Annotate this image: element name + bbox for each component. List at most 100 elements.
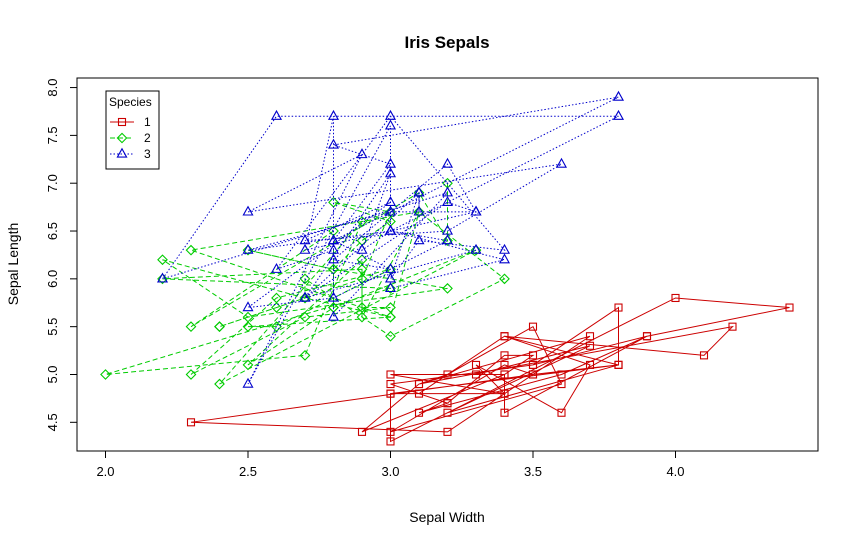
data-point-3 bbox=[384, 119, 397, 130]
legend-entry-3: 3 bbox=[110, 147, 151, 161]
data-point-1 bbox=[500, 332, 509, 341]
data-point-2 bbox=[214, 321, 225, 333]
legend-entry-2: 2 bbox=[110, 131, 151, 145]
y-tick-label: 7.0 bbox=[45, 174, 60, 192]
data-point-1 bbox=[585, 360, 595, 369]
data-point-2 bbox=[185, 244, 197, 256]
data-point-1 bbox=[500, 351, 509, 360]
data-point-2 bbox=[271, 292, 282, 304]
y-tick-label: 6.5 bbox=[45, 222, 60, 240]
data-point-3 bbox=[327, 234, 340, 245]
data-point-3 bbox=[498, 253, 511, 264]
x-tick-label: 3.0 bbox=[381, 464, 399, 479]
data-point-2 bbox=[242, 359, 254, 371]
data-point-3 bbox=[555, 157, 568, 168]
data-point-1 bbox=[386, 427, 395, 436]
y-tick-label: 6.0 bbox=[45, 270, 60, 288]
data-point-3 bbox=[384, 224, 397, 235]
data-point-1 bbox=[443, 370, 452, 379]
data-point-3 bbox=[327, 138, 340, 149]
data-point-1 bbox=[728, 322, 737, 331]
data-point-2 bbox=[470, 244, 482, 256]
legend-box bbox=[105, 90, 160, 170]
data-point-2 bbox=[385, 330, 396, 342]
data-point-1 bbox=[500, 360, 509, 369]
data-point-2 bbox=[185, 369, 197, 380]
data-point-1 bbox=[443, 408, 452, 417]
data-point-1 bbox=[386, 389, 395, 398]
x-axis-label: Sepal Width bbox=[409, 509, 484, 525]
data-point-2 bbox=[356, 302, 368, 313]
data-point-3 bbox=[612, 90, 625, 101]
series-3 bbox=[156, 90, 625, 388]
data-point-3 bbox=[242, 301, 254, 312]
data-point-3 bbox=[242, 205, 254, 216]
data-point-3 bbox=[413, 234, 425, 245]
data-point-3 bbox=[327, 109, 340, 120]
data-point-2 bbox=[385, 311, 396, 323]
data-point-1 bbox=[386, 370, 395, 379]
data-point-3 bbox=[299, 234, 311, 245]
data-point-3 bbox=[156, 272, 169, 283]
data-point-1 bbox=[500, 370, 509, 379]
data-point-2 bbox=[214, 378, 225, 390]
legend-label: 2 bbox=[144, 131, 151, 145]
data-point-3 bbox=[327, 310, 340, 321]
data-point-3 bbox=[327, 243, 340, 254]
legend-entry-1: 1 bbox=[110, 115, 151, 129]
data-point-3 bbox=[327, 291, 340, 302]
data-point-3 bbox=[413, 186, 425, 197]
data-point-3 bbox=[413, 205, 425, 216]
data-point-1 bbox=[785, 303, 794, 312]
data-point-3 bbox=[384, 262, 397, 273]
data-point-3 bbox=[242, 377, 254, 388]
data-point-3 bbox=[384, 272, 397, 283]
data-point-3 bbox=[470, 205, 482, 216]
data-point-2 bbox=[100, 369, 111, 380]
legend-marker bbox=[117, 117, 127, 127]
x-axis: 2.0 2.5 3.0 3.5 4.0 bbox=[96, 450, 685, 479]
data-point-3 bbox=[612, 109, 625, 120]
data-point-1 bbox=[528, 351, 538, 360]
data-point-3 bbox=[356, 243, 368, 254]
y-tick-label: 5.0 bbox=[45, 365, 60, 383]
y-tick-label: 5.5 bbox=[45, 318, 60, 336]
series-1 bbox=[186, 293, 794, 446]
data-point-2 bbox=[356, 311, 368, 323]
data-point-3 bbox=[384, 205, 397, 216]
data-point-1 bbox=[471, 360, 481, 369]
data-point-3 bbox=[441, 195, 454, 206]
legend-marker bbox=[116, 132, 128, 144]
legend-marker bbox=[116, 147, 128, 158]
data-point-2 bbox=[214, 321, 225, 333]
data-point-1 bbox=[414, 408, 424, 417]
data-point-1 bbox=[585, 332, 595, 341]
data-point-1 bbox=[671, 293, 680, 303]
legend-label: 3 bbox=[144, 147, 151, 161]
legend-label: 1 bbox=[144, 115, 151, 129]
legend-title: Species bbox=[109, 95, 152, 109]
data-point-2 bbox=[157, 254, 168, 266]
y-axis-label: Sepal Length bbox=[5, 223, 21, 306]
data-point-3 bbox=[384, 157, 397, 168]
data-point-1 bbox=[557, 380, 566, 389]
x-tick-label: 4.0 bbox=[666, 464, 684, 479]
data-point-3 bbox=[441, 186, 454, 197]
data-point-1 bbox=[443, 399, 452, 408]
data-point-1 bbox=[585, 341, 595, 350]
data-point-2 bbox=[499, 273, 510, 285]
data-point-1 bbox=[528, 322, 538, 331]
data-point-2 bbox=[271, 321, 282, 333]
data-point-3 bbox=[299, 291, 311, 302]
data-point-1 bbox=[500, 408, 509, 417]
data-point-2 bbox=[442, 235, 453, 246]
data-point-1 bbox=[614, 303, 623, 312]
x-tick-label: 3.5 bbox=[524, 464, 542, 479]
data-point-1 bbox=[699, 351, 709, 360]
data-point-1 bbox=[557, 408, 566, 417]
data-point-3 bbox=[441, 234, 454, 245]
data-point-3 bbox=[384, 195, 397, 206]
data-point-1 bbox=[642, 332, 652, 341]
data-point-3 bbox=[441, 157, 454, 168]
data-point-2 bbox=[299, 292, 311, 304]
